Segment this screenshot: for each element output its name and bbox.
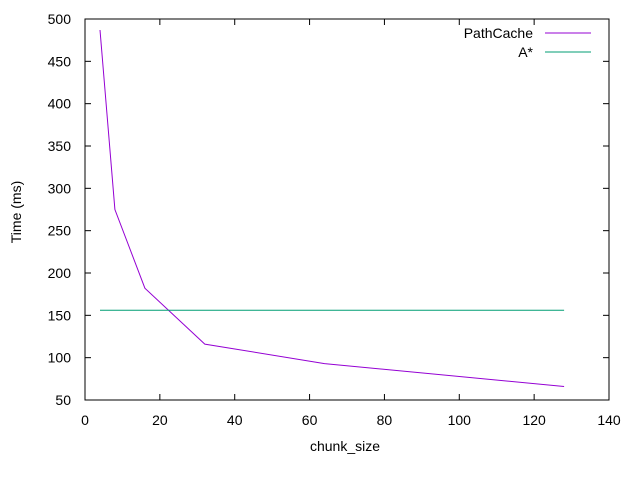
y-tick-label: 350 [48,138,72,154]
axis-ticks: 50 100 150 200 250 300 350 400 450 500 0 20 40 60 80 10… [48,11,621,428]
x-axis-label: chunk_size [310,438,380,454]
x-tick-label: 40 [227,412,243,428]
y-tick-label: 400 [48,96,72,112]
x-tick-label: 0 [81,412,89,428]
x-tick-label: 120 [522,412,546,428]
y-axis-label: Time (ms) [8,181,24,243]
plot-frame [84,18,610,401]
y-tick-label: 50 [55,392,71,408]
series-line-pathcache [99,29,565,387]
legend: PathCache A* [464,25,591,60]
x-tick-label: 80 [377,412,393,428]
y-tick-label: 200 [48,265,72,281]
series-lines [99,29,565,387]
x-tick-label: 100 [448,412,472,428]
y-tick-label: 100 [48,350,72,366]
x-tick-label: 20 [152,412,168,428]
y-tick-label: 450 [48,53,72,69]
y-tick-label: 150 [48,307,72,323]
y-tick-label: 250 [48,223,72,239]
x-tick-label: 60 [302,412,318,428]
x-tick-label: 140 [597,412,621,428]
y-tick-label: 300 [48,180,72,196]
legend-label: PathCache [464,25,533,41]
legend-label: A* [518,44,533,60]
y-tick-label: 500 [48,11,72,27]
